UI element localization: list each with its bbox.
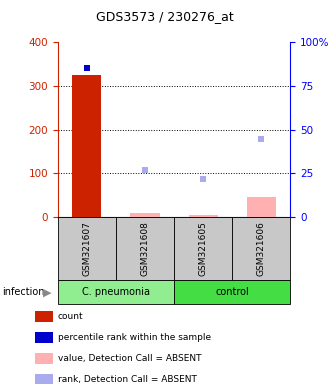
- Bar: [130, 214, 159, 217]
- Text: GSM321607: GSM321607: [82, 221, 91, 276]
- Bar: [189, 215, 218, 217]
- Text: count: count: [58, 312, 83, 321]
- Text: GSM321605: GSM321605: [199, 221, 208, 276]
- Text: GSM321608: GSM321608: [141, 221, 149, 276]
- Text: rank, Detection Call = ABSENT: rank, Detection Call = ABSENT: [58, 375, 197, 384]
- Text: C. pneumonia: C. pneumonia: [82, 287, 150, 297]
- Text: value, Detection Call = ABSENT: value, Detection Call = ABSENT: [58, 354, 201, 363]
- Text: GSM321606: GSM321606: [257, 221, 266, 276]
- Text: percentile rank within the sample: percentile rank within the sample: [58, 333, 211, 342]
- Bar: [72, 75, 101, 217]
- Bar: [247, 197, 276, 217]
- Text: ▶: ▶: [43, 287, 51, 297]
- Text: control: control: [215, 287, 249, 297]
- Text: infection: infection: [2, 287, 44, 297]
- Text: GDS3573 / 230276_at: GDS3573 / 230276_at: [96, 10, 234, 23]
